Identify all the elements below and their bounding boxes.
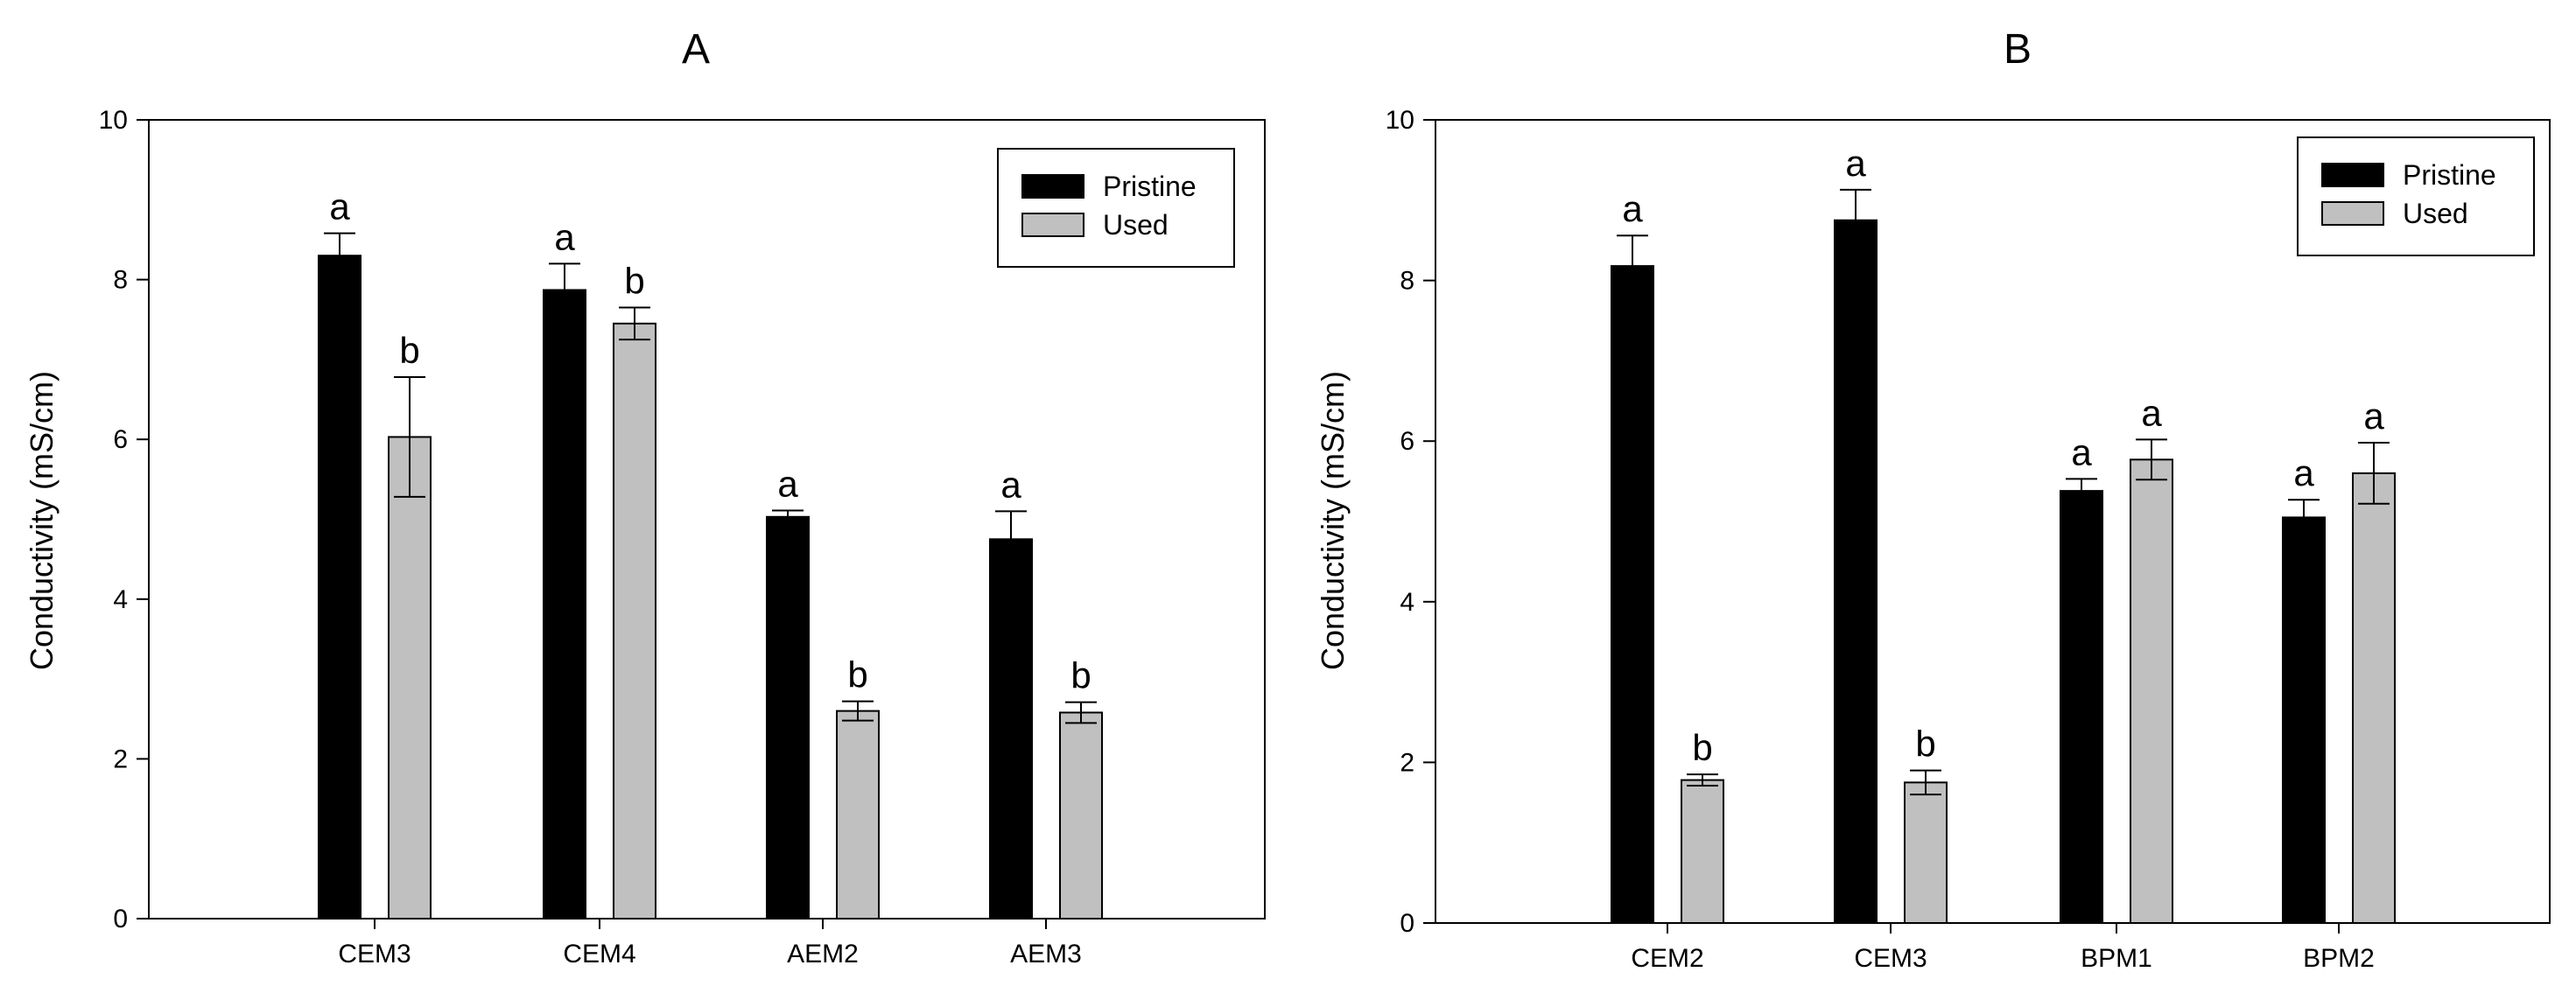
significance-letter: b xyxy=(624,261,644,302)
bar-pristine xyxy=(543,289,586,920)
y-tick-label: 6 xyxy=(113,425,128,454)
y-axis-label: Conductivity (mS/cm) xyxy=(1315,371,1351,670)
y-tick-label: 8 xyxy=(1400,267,1414,296)
x-tick-label: CEM2 xyxy=(1631,944,1703,973)
bar-pristine xyxy=(989,538,1033,920)
legend-box xyxy=(2297,136,2535,256)
y-tick-label: 0 xyxy=(113,905,128,934)
bar-used xyxy=(836,710,880,920)
significance-letter: b xyxy=(1915,724,1935,765)
significance-letter: a xyxy=(777,463,798,504)
panel-a: A Conductivity (mS/cm) 0 2 4 6 8 10 CEM3 a b CEM4 a b… xyxy=(24,26,1266,969)
significance-letter: b xyxy=(1692,727,1712,768)
significance-letter: a xyxy=(329,186,350,227)
legend-label: Used xyxy=(2403,198,2468,229)
y-tick-label: 6 xyxy=(1400,427,1414,456)
x-tick-label: CEM4 xyxy=(563,940,635,969)
significance-letter: b xyxy=(1070,655,1091,696)
significance-letter: a xyxy=(1000,464,1021,505)
legend-label: Pristine xyxy=(2403,159,2496,191)
significance-letter: b xyxy=(399,330,419,371)
legend: Pristine Used xyxy=(2297,136,2535,256)
plot-frame xyxy=(1435,119,2551,924)
y-tick-label: 2 xyxy=(1400,748,1414,777)
y-tick-label: 4 xyxy=(113,585,128,614)
y-tick-label: 10 xyxy=(1386,106,1414,135)
significance-letter: a xyxy=(1622,188,1643,229)
bar-pristine xyxy=(766,515,810,920)
y-tick-label: 2 xyxy=(113,745,128,773)
bar-used xyxy=(2352,472,2396,924)
bar-used xyxy=(1904,781,1948,924)
x-tick-label: AEM3 xyxy=(1010,940,1082,969)
bar-used xyxy=(1059,711,1103,920)
legend-label: Pristine xyxy=(1103,171,1197,202)
significance-letter: a xyxy=(2071,431,2092,472)
y-axis-label: Conductivity (mS/cm) xyxy=(24,371,60,670)
bar-used xyxy=(388,436,432,920)
panel-b: B Conductivity (mS/cm) 0 2 4 6 8 10 CEM2 a b CEM3 a b… xyxy=(1315,26,2551,973)
plot-frame xyxy=(148,119,1266,920)
significance-letter: a xyxy=(2363,395,2384,437)
legend: Pristine Used xyxy=(997,148,1235,268)
bar-used xyxy=(1681,779,1724,925)
bar-pristine xyxy=(1611,265,1654,924)
panel-title: A xyxy=(682,26,710,73)
legend-swatch-used xyxy=(2321,201,2384,226)
legend-label: Used xyxy=(1103,209,1169,241)
significance-letter: b xyxy=(847,654,867,696)
bar-pristine xyxy=(2282,516,2326,924)
y-tick-label: 10 xyxy=(99,106,128,135)
legend-box xyxy=(997,148,1235,268)
significance-letter: a xyxy=(554,216,575,257)
bar-used xyxy=(2130,458,2173,924)
x-tick-label: CEM3 xyxy=(338,940,411,969)
significance-letter: a xyxy=(2293,452,2314,493)
bar-pristine xyxy=(1834,219,1878,924)
legend-swatch-used xyxy=(1021,213,1084,237)
y-tick-label: 4 xyxy=(1400,588,1414,617)
x-tick-label: BPM1 xyxy=(2081,944,2152,973)
x-tick-label: AEM2 xyxy=(787,940,859,969)
x-tick-label: BPM2 xyxy=(2303,944,2375,973)
bar-pristine xyxy=(2060,490,2103,925)
significance-letter: a xyxy=(1845,143,1866,184)
y-tick-label: 0 xyxy=(1400,909,1414,938)
panel-title: B xyxy=(2004,26,2032,73)
y-tick-label: 8 xyxy=(113,266,128,295)
significance-letter: a xyxy=(2141,392,2162,433)
legend-swatch-pristine xyxy=(1021,174,1084,199)
x-tick-label: CEM3 xyxy=(1854,944,1927,973)
bar-used xyxy=(613,322,656,920)
legend-swatch-pristine xyxy=(2321,163,2384,187)
bar-pristine xyxy=(318,255,361,920)
